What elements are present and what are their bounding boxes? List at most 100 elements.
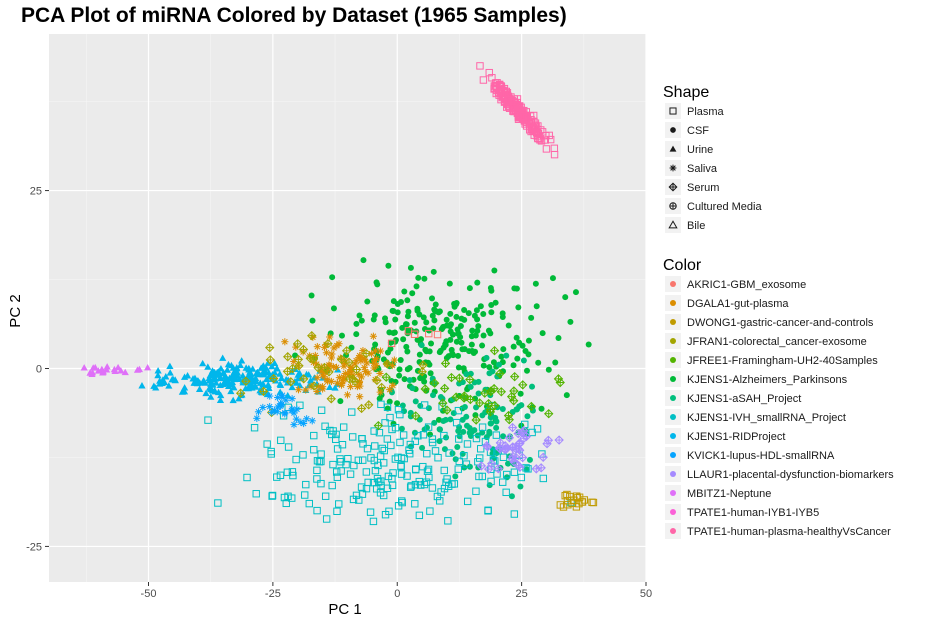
data-point xyxy=(465,374,475,385)
data-point xyxy=(585,341,592,348)
data-point xyxy=(277,401,285,409)
data-point xyxy=(374,461,382,470)
data-point xyxy=(282,499,290,508)
data-point xyxy=(369,478,378,487)
data-point xyxy=(459,393,469,403)
data-point xyxy=(328,350,336,358)
data-point xyxy=(532,280,539,287)
data-point xyxy=(504,433,515,443)
data-point xyxy=(321,422,329,430)
data-point xyxy=(526,456,533,463)
data-point xyxy=(440,466,448,475)
data-point xyxy=(475,323,482,330)
data-point xyxy=(154,371,162,379)
data-point xyxy=(288,383,296,391)
data-point xyxy=(489,345,500,356)
data-point xyxy=(456,380,463,387)
data-point xyxy=(313,506,321,515)
data-point xyxy=(299,374,309,384)
data-point xyxy=(227,361,236,369)
data-point xyxy=(235,394,243,402)
data-point xyxy=(404,330,411,337)
data-point xyxy=(403,472,411,480)
data-point xyxy=(542,438,552,449)
data-point xyxy=(503,352,510,359)
data-point xyxy=(463,440,472,448)
data-point xyxy=(230,384,238,391)
data-point xyxy=(99,369,107,376)
legend-color-dot xyxy=(670,281,676,287)
data-point xyxy=(412,398,419,405)
data-point xyxy=(162,373,170,380)
data-point xyxy=(482,409,489,416)
data-point xyxy=(328,481,336,490)
data-point xyxy=(375,478,383,486)
data-point xyxy=(473,307,480,314)
data-point xyxy=(383,403,392,411)
data-point xyxy=(268,362,276,370)
data-point xyxy=(413,283,420,290)
data-point xyxy=(437,394,444,401)
data-point xyxy=(453,313,460,320)
data-point xyxy=(515,304,522,311)
data-point xyxy=(394,400,401,407)
data-point xyxy=(466,429,473,436)
data-point xyxy=(376,369,384,378)
data-point xyxy=(507,422,518,433)
data-point xyxy=(471,415,481,425)
data-point xyxy=(360,364,368,372)
data-point xyxy=(443,338,450,345)
data-point xyxy=(396,438,404,447)
data-point xyxy=(301,491,309,499)
data-point xyxy=(508,493,515,500)
data-point xyxy=(466,424,473,431)
data-point xyxy=(544,408,554,419)
data-point xyxy=(381,419,389,427)
data-point xyxy=(422,478,431,486)
data-point xyxy=(427,370,434,377)
data-point xyxy=(386,386,394,394)
data-point xyxy=(493,470,501,478)
data-point xyxy=(480,311,487,318)
data-point xyxy=(508,442,518,452)
data-point xyxy=(462,460,471,468)
data-point xyxy=(541,136,549,144)
data-point xyxy=(350,461,358,470)
data-point xyxy=(415,274,422,281)
data-point xyxy=(412,465,420,473)
data-point xyxy=(373,420,384,431)
data-point xyxy=(421,378,428,385)
data-point xyxy=(387,339,394,346)
data-point xyxy=(404,297,411,304)
data-point xyxy=(564,501,572,509)
y-tick-label: 0 xyxy=(36,363,42,375)
data-point xyxy=(421,426,428,433)
data-point xyxy=(445,449,453,457)
data-point xyxy=(303,415,311,423)
data-point xyxy=(335,500,343,508)
data-point xyxy=(476,445,485,453)
data-point xyxy=(376,452,385,460)
data-point xyxy=(260,367,268,374)
data-point xyxy=(220,369,228,377)
data-point xyxy=(453,301,460,308)
data-point xyxy=(390,298,397,305)
data-point xyxy=(436,438,443,445)
data-point xyxy=(371,347,380,355)
data-point xyxy=(313,475,321,483)
data-point xyxy=(254,408,263,416)
data-point xyxy=(375,428,384,437)
data-point xyxy=(487,477,495,486)
data-point xyxy=(499,313,506,320)
data-point xyxy=(306,376,315,384)
data-point xyxy=(356,312,363,319)
data-point xyxy=(549,275,556,282)
shape-legend-label: Bile xyxy=(687,220,705,232)
color-legend: Color AKRIC1-GBM_exosome DGALA1-gut-plasma… xyxy=(663,257,894,539)
data-point xyxy=(399,402,406,409)
data-point xyxy=(406,450,414,458)
data-point xyxy=(522,347,529,354)
data-point xyxy=(361,348,371,359)
data-point xyxy=(268,492,276,500)
data-point xyxy=(392,378,399,385)
